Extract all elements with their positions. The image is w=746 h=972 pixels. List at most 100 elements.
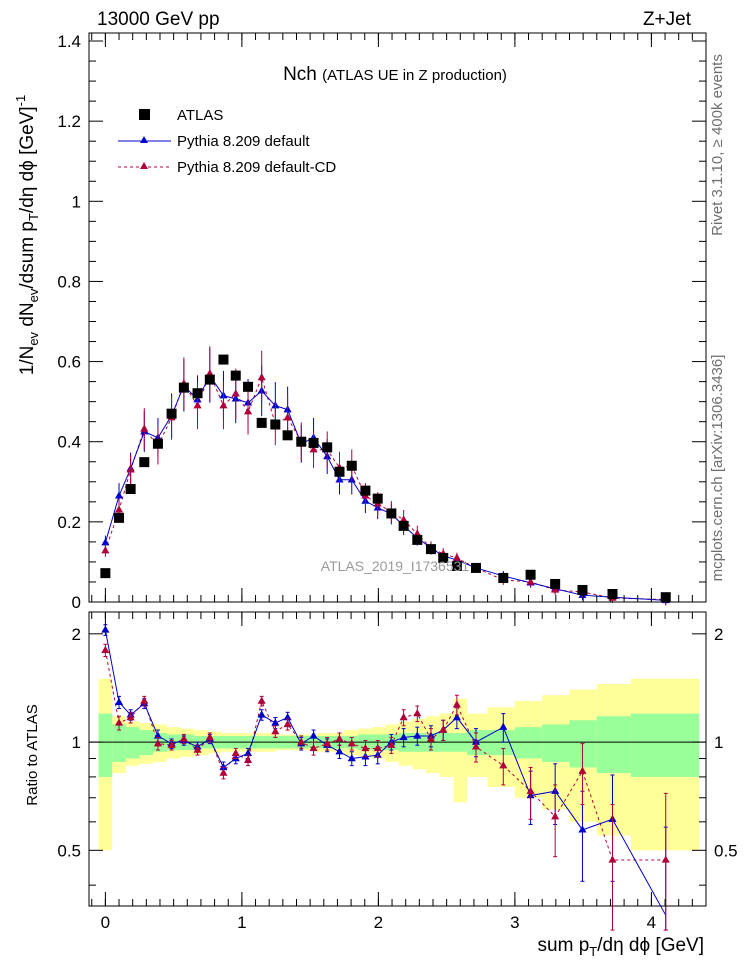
- data-point-cd: [114, 505, 124, 513]
- data-point-atlas: [296, 436, 307, 447]
- data-point-cd: [243, 407, 253, 415]
- header-left: 13000 GeV pp: [97, 9, 220, 30]
- uncertainty-band-inner: [139, 730, 154, 756]
- data-point-default: [101, 538, 110, 546]
- ratio-point-cd: [426, 734, 435, 742]
- main-y-tick-label: 0.2: [57, 513, 81, 532]
- data-point-atlas: [334, 466, 345, 477]
- ratio-point-cd: [452, 700, 461, 708]
- ratio-point-default: [309, 731, 318, 739]
- ratio-point-default: [335, 747, 344, 755]
- data-point-atlas: [412, 534, 423, 545]
- uncertainty-band-inner: [98, 713, 113, 777]
- x-tick-label: 2: [374, 913, 383, 932]
- data-point-atlas: [204, 374, 215, 385]
- ratio-point-cd: [551, 812, 560, 820]
- ratio-point-cd: [167, 740, 176, 748]
- ratio-point-cd: [219, 768, 228, 776]
- uncertainty-band-inner: [514, 727, 543, 759]
- data-point-atlas: [470, 562, 481, 573]
- ratio-point-cd: [271, 726, 280, 735]
- ratio-point-default: [452, 713, 461, 721]
- data-point-cd: [101, 546, 110, 554]
- main-panel: 0 0.2 0.4 0.6 0.8 1 1.2 1.4 Nch (ATLAS UE in Z …: [13, 32, 707, 612]
- watermark: ATLAS_2019_I1736531: [321, 558, 470, 574]
- ratio-point-default: [283, 713, 292, 721]
- ratio-point-default: [271, 718, 280, 726]
- data-point-atlas: [243, 381, 254, 392]
- data-point-default: [114, 491, 124, 499]
- ratio-point-default: [399, 732, 408, 741]
- ratio-y-tick-label: 0.5: [57, 841, 81, 860]
- uncertainty-band-inner: [630, 713, 700, 777]
- ratio-point-default: [499, 722, 508, 730]
- data-point-cd: [126, 465, 135, 473]
- mcplots-label: mcplots.cern.ch [arXiv:1306.3436]: [709, 355, 726, 582]
- data-point-atlas: [282, 430, 293, 441]
- ratio-point-cd: [387, 740, 396, 748]
- ratio-point-default: [153, 731, 162, 739]
- data-point-atlas: [398, 520, 409, 531]
- x-axis-label: sum pT/dη dϕ [GeV]: [538, 935, 704, 959]
- data-point-cd: [140, 424, 149, 432]
- ratio-point-cd: [347, 739, 356, 747]
- ratio-point-cd: [114, 718, 124, 726]
- legend-default: Pythia 8.209 default: [118, 133, 310, 150]
- ratio-point-cd: [243, 755, 253, 763]
- data-point-atlas: [346, 460, 357, 471]
- main-y-tick-label: 0.4: [57, 433, 81, 452]
- ratio-y-tick-label-right: 2: [714, 625, 723, 644]
- data-point-atlas: [152, 438, 163, 449]
- ratio-point-cd: [257, 696, 266, 704]
- x-tick-label: 4: [647, 913, 656, 932]
- data-point-atlas: [178, 382, 189, 393]
- ratio-point-cd: [413, 709, 422, 717]
- ratio-point-cd: [661, 855, 670, 863]
- legend-cd-label: Pythia 8.209 default-CD: [177, 159, 336, 176]
- data-point-atlas: [438, 552, 449, 563]
- main-y-tick-label: 0: [72, 593, 81, 612]
- data-point-atlas: [425, 544, 436, 555]
- ratio-y-axis-label: Ratio to ATLAS: [24, 704, 41, 805]
- plot-title-main: Nch: [283, 64, 317, 85]
- ratio-point-cd: [297, 737, 306, 745]
- legend-atlas-label: ATLAS: [177, 107, 223, 124]
- ratio-point-cd: [499, 761, 508, 769]
- ratio-point-cd: [335, 734, 344, 742]
- ratio-point-cd: [323, 739, 332, 747]
- legend: ATLAS Pythia 8.209 default Pythia 8.209 …: [118, 107, 336, 176]
- uncertainty-band-inner: [596, 716, 631, 774]
- ratio-point-cd: [140, 696, 149, 704]
- data-point-cd: [219, 401, 228, 409]
- data-point-atlas: [125, 484, 136, 495]
- main-frame: [88, 32, 707, 603]
- data-point-cd: [452, 553, 461, 561]
- ratio-point-cd: [205, 732, 214, 741]
- ratio-point-cd: [526, 786, 535, 794]
- ratio-panel: 0.5 0.5 1 1 2 2 0 1 2 3 4 Ratio to ATLAS: [24, 611, 738, 932]
- data-point-atlas: [218, 354, 229, 365]
- ratio-point-cd: [373, 743, 382, 752]
- data-point-atlas: [660, 592, 671, 603]
- data-point-atlas: [100, 568, 111, 579]
- data-point-cd: [399, 515, 408, 523]
- ratio-point-cd: [399, 713, 408, 721]
- main-y-tick-label: 1.2: [57, 112, 81, 131]
- main-y-tick-label: 0.6: [57, 353, 81, 372]
- data-point-atlas: [498, 572, 509, 583]
- data-point-atlas: [525, 569, 536, 580]
- ratio-point-cd: [608, 855, 617, 863]
- x-tick-label: 3: [510, 913, 519, 932]
- data-point-atlas: [372, 493, 383, 504]
- main-y-axis-label: 1/Nev dNev/dsum pT/dη dϕ [GeV]-1: [13, 95, 41, 376]
- data-point-cd: [231, 389, 240, 397]
- ratio-point-cd: [578, 766, 587, 774]
- x-tick-label: 0: [101, 913, 110, 932]
- ratio-point-cd: [193, 745, 202, 753]
- data-point-atlas: [230, 370, 241, 381]
- ratio-point-cd: [309, 743, 318, 752]
- header-right: Z+Jet: [643, 9, 692, 30]
- data-point-atlas: [308, 437, 319, 448]
- uncertainty-band-inner: [487, 730, 515, 756]
